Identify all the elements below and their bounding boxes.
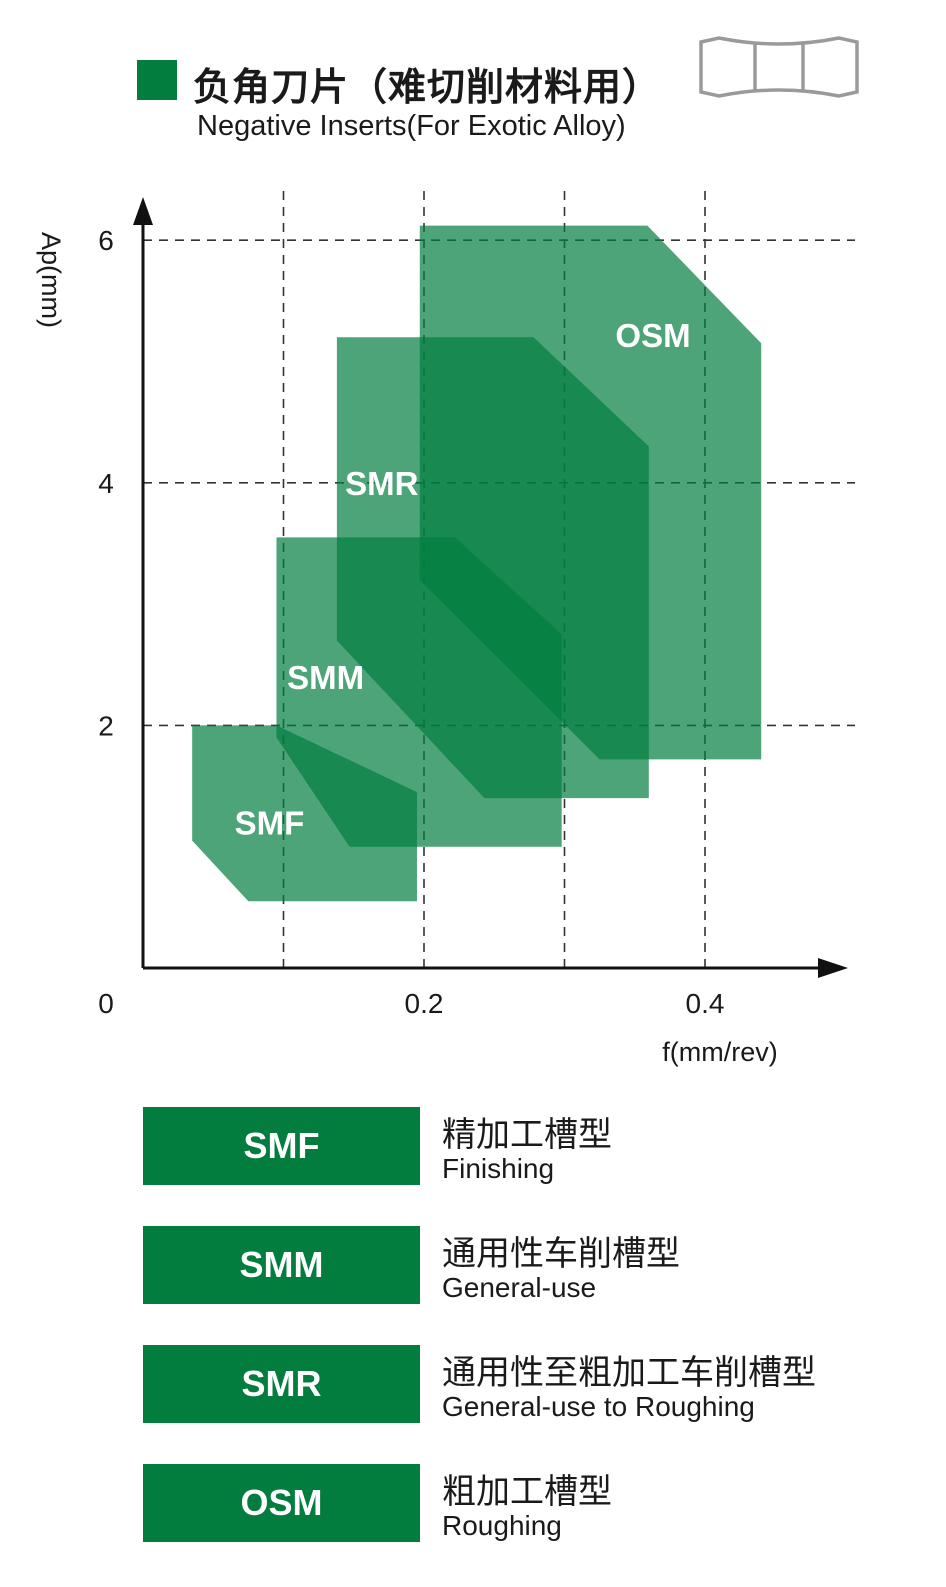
y-tick-label: 2: [98, 710, 114, 741]
legend-description-en: General-use: [442, 1272, 597, 1303]
x-axis-title: f(mm/rev): [662, 1037, 777, 1067]
chart-area: 0 0.2 0.4 2 4 6 f(mm/rev) Ap(mm) SMF SMM SMR OSM: [36, 185, 855, 1067]
legend-description-cn: 粗加工槽型: [442, 1472, 612, 1512]
legend-code-badge: SMF: [143, 1107, 420, 1185]
x-tick-label: 0.4: [686, 988, 725, 1019]
legend-code-badge: OSM: [143, 1464, 420, 1542]
negative-insert-profile-icon: [699, 36, 859, 98]
region-label-smr: SMR: [345, 465, 419, 502]
title-marker-square: [137, 60, 177, 100]
page-title-cn: 负角刀片（难切削材料用）: [193, 65, 662, 109]
x-tick-label: 0.2: [405, 988, 444, 1019]
legend-description-en: Roughing: [442, 1510, 562, 1541]
region-label-smf: SMF: [235, 805, 305, 842]
x-tick-label: 0: [98, 988, 114, 1019]
legend-description-cn: 通用性至粗加工车削槽型: [442, 1353, 816, 1393]
legend-description-cn: 精加工槽型: [442, 1115, 612, 1155]
y-tick-label: 4: [98, 468, 114, 499]
y-axis-arrow: [133, 197, 153, 225]
region-osm: [419, 225, 762, 760]
page-title-en: Negative Inserts(For Exotic Alloy): [197, 110, 626, 142]
y-axis-title: Ap(mm): [36, 232, 66, 328]
y-tick-label: 6: [98, 225, 114, 256]
x-axis-arrow: [818, 958, 848, 978]
legend-code-badge: SMM: [143, 1226, 420, 1304]
region-label-osm: OSM: [615, 317, 690, 354]
region-label-smm: SMM: [287, 659, 364, 696]
legend-description-en: Finishing: [442, 1153, 555, 1184]
legend-code-badge: SMR: [143, 1345, 420, 1423]
legend-description-en: General-use to Roughing: [442, 1391, 755, 1422]
legend-description-cn: 通用性车削槽型: [442, 1234, 680, 1274]
